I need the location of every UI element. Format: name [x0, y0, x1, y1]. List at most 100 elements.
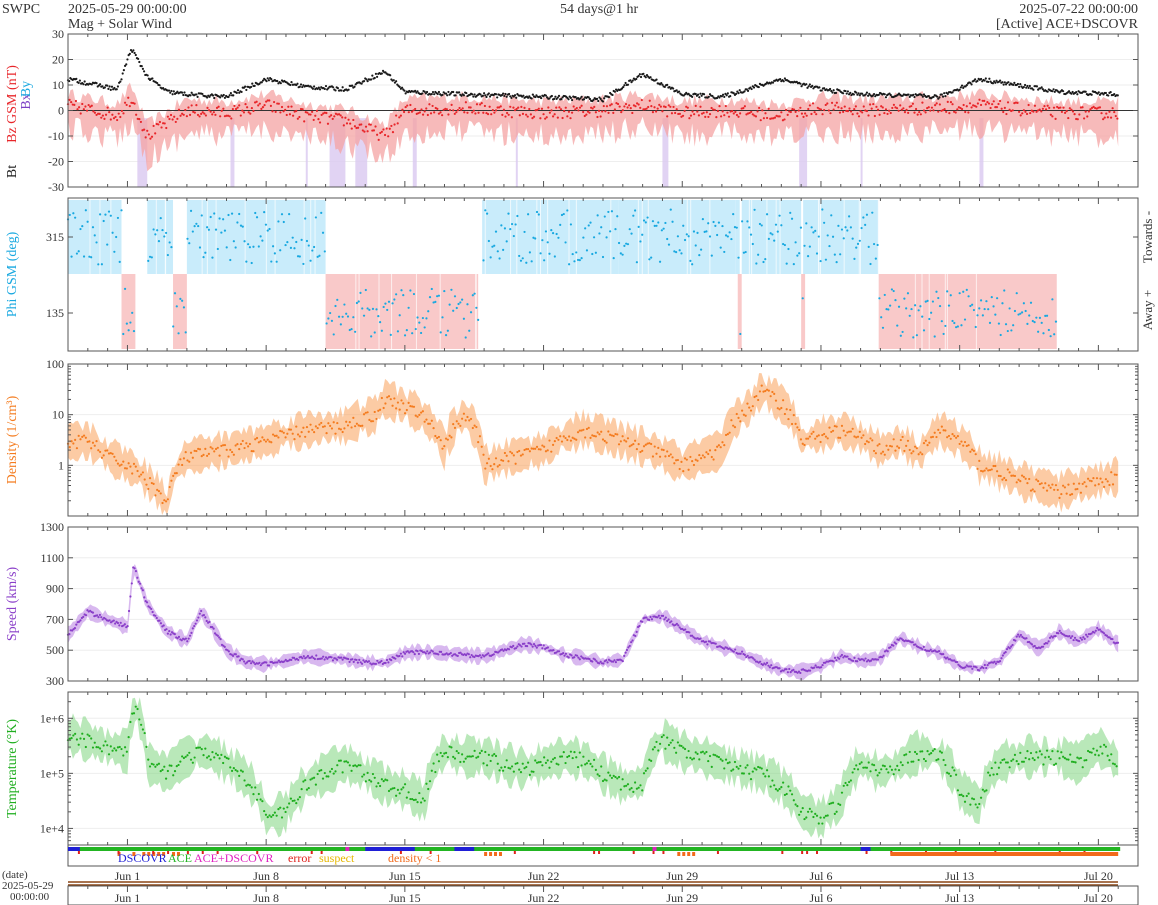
- temperature-point: [143, 731, 146, 735]
- density-point: [307, 430, 310, 433]
- speed-point: [621, 660, 624, 663]
- mag-ytick-label: 30: [52, 27, 64, 41]
- mag-south-interval: [662, 118, 669, 187]
- temperature-point: [607, 771, 610, 774]
- temperature-point: [823, 816, 826, 819]
- bz-point: [513, 109, 517, 112]
- bz-point: [1108, 110, 1111, 113]
- temperature-point: [314, 783, 317, 786]
- temperature-point: [983, 790, 986, 793]
- phi-point: [580, 257, 583, 260]
- bz-point: [586, 110, 590, 113]
- temperature-point: [776, 789, 779, 792]
- bt-point: [1090, 93, 1093, 96]
- temperature-point: [769, 785, 772, 788]
- temperature-point: [571, 756, 574, 760]
- temperature-point: [309, 778, 312, 781]
- density-point: [407, 401, 410, 404]
- temperature-point: [104, 740, 107, 743]
- phi-point: [678, 249, 681, 252]
- bt-point: [832, 89, 835, 92]
- density-point: [623, 439, 626, 442]
- bt-point: [1084, 90, 1087, 93]
- density-point: [764, 389, 767, 393]
- bz-point: [448, 108, 452, 112]
- temperature-point: [327, 775, 330, 778]
- speed-point: [176, 637, 179, 640]
- temperature-point: [304, 779, 307, 782]
- temperature-point: [102, 744, 105, 747]
- speed-point: [706, 643, 709, 646]
- phi-point: [304, 217, 307, 220]
- bt-point: [121, 72, 124, 75]
- temperature-point: [937, 758, 940, 761]
- temperature-point: [926, 750, 929, 753]
- phi-point: [642, 219, 646, 222]
- density-point: [808, 435, 811, 438]
- density-point: [758, 390, 762, 393]
- density-point: [685, 458, 688, 461]
- bz-point: [277, 102, 280, 105]
- bz-point: [309, 113, 312, 116]
- bt-point: [299, 83, 303, 86]
- bz-point: [123, 101, 127, 104]
- density-point: [912, 450, 915, 453]
- speed-point: [1011, 643, 1014, 647]
- bz-point: [686, 106, 689, 109]
- temperature-point: [723, 767, 726, 770]
- density-point: [553, 440, 556, 443]
- bt-point: [196, 95, 199, 98]
- phi-point: [220, 231, 223, 234]
- density-series: [66, 384, 1118, 505]
- density-point: [815, 435, 819, 438]
- bt-point: [103, 86, 106, 89]
- temperature-point: [601, 779, 605, 783]
- phi-point: [539, 252, 542, 255]
- bz-point: [1018, 110, 1021, 113]
- density-point: [824, 435, 828, 438]
- bz-point: [656, 107, 659, 110]
- bz-point: [962, 103, 965, 107]
- density-point: [694, 458, 697, 461]
- density-point: [666, 450, 669, 453]
- temperature-point: [658, 742, 662, 745]
- temperature-point: [1001, 758, 1004, 762]
- bt-point: [938, 96, 941, 99]
- density-point: [339, 428, 342, 431]
- temperature-point: [710, 765, 713, 768]
- mag-south-interval: [979, 118, 984, 187]
- bt-point: [599, 97, 602, 101]
- density-point: [254, 438, 257, 441]
- bz-point: [563, 109, 566, 113]
- bz-point: [895, 107, 899, 110]
- temperature-point: [924, 759, 927, 763]
- phi-point: [723, 250, 726, 254]
- temperature-point: [705, 750, 708, 754]
- bz-point: [1048, 106, 1051, 109]
- bz-point: [341, 116, 344, 119]
- phi-point: [487, 239, 490, 243]
- end-datetime: 2025-07-22 00:00:00: [1019, 2, 1138, 17]
- bt-point: [68, 79, 71, 83]
- phi-point: [1053, 333, 1056, 336]
- phi-point: [164, 231, 168, 235]
- temperature-point: [118, 745, 121, 749]
- phi-point: [1042, 332, 1045, 335]
- phi-point: [193, 224, 196, 228]
- temperature-point: [193, 756, 196, 759]
- density-point: [974, 453, 977, 456]
- temperature-point: [1040, 753, 1043, 756]
- mag-ytick-label: 10: [52, 78, 64, 92]
- phi-point: [808, 245, 811, 248]
- mag-ytick-label: -20: [48, 155, 64, 169]
- density-point: [1028, 477, 1031, 481]
- phi-point: [913, 304, 917, 307]
- phi-point: [468, 329, 471, 332]
- phi-point: [320, 211, 323, 214]
- density-point: [241, 439, 244, 443]
- temperature-point: [550, 760, 553, 763]
- phi-point: [535, 210, 539, 214]
- density-point: [336, 421, 339, 425]
- phi-point: [544, 230, 548, 233]
- bz-point: [114, 115, 117, 119]
